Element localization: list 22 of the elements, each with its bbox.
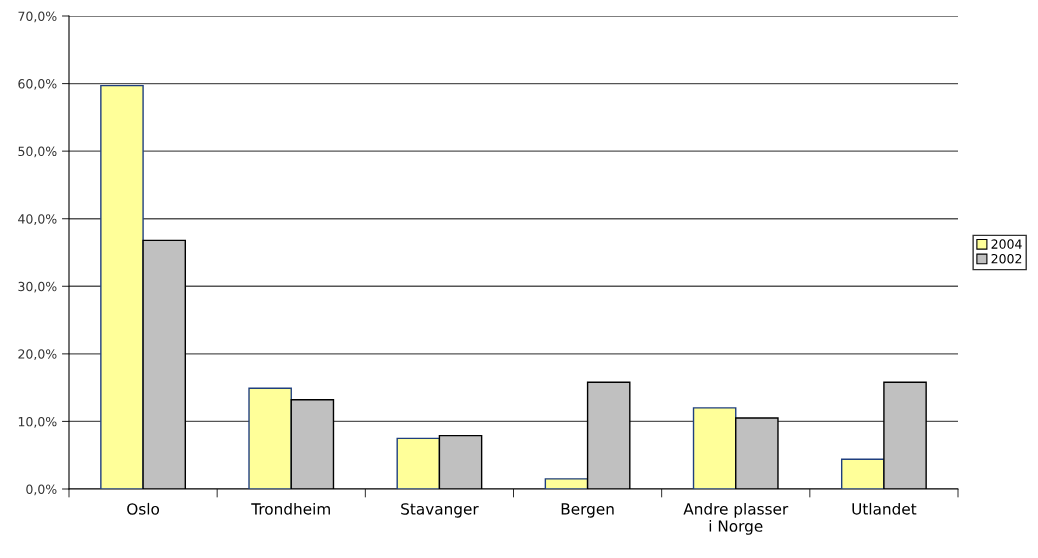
x-tick-label: Utlandet [852, 502, 917, 515]
bar [248, 387, 292, 489]
x-tick-label: Trondheim [251, 502, 330, 515]
y-tick-label: 40,0% [18, 214, 57, 225]
y-tick-label: 10,0% [18, 416, 57, 428]
y-tick-label: 50,0% [18, 146, 57, 158]
y-tick-label: 0,0% [26, 484, 57, 496]
bar [544, 478, 589, 489]
y-tick-label: 20,0% [18, 349, 57, 361]
x-tick-label: Andre plasser i Norge [683, 502, 789, 535]
bar [396, 437, 441, 489]
x-tick-label: Stavanger [401, 503, 479, 518]
bar [100, 84, 144, 489]
legend-label: 2002 [991, 253, 1022, 264]
y-tick-label: 60,0% [18, 79, 57, 90]
legend-label: 2004 [991, 239, 1022, 249]
x-tick-label: Bergen [561, 503, 614, 518]
bar [840, 458, 885, 489]
bar [692, 407, 737, 489]
y-tick-label: 30,0% [18, 281, 57, 293]
y-tick-label: 70,0% [18, 11, 57, 23]
x-tick-label: Oslo [127, 502, 160, 515]
